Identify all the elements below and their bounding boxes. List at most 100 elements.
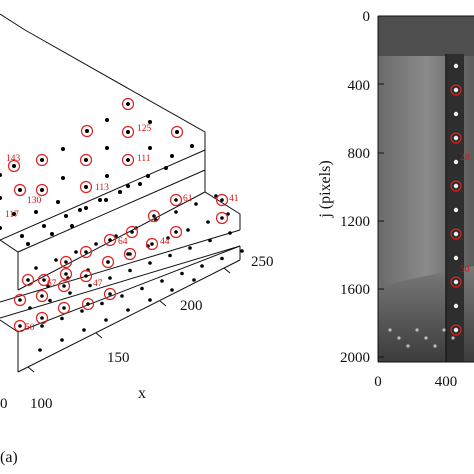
marked-point-dot-24 (84, 274, 88, 278)
dot-21 (126, 184, 130, 188)
dot-24 (0, 196, 2, 200)
dot-23 (164, 166, 168, 170)
marked-point-ring-14 (125, 225, 139, 239)
image-dot-ring-11 (450, 324, 462, 336)
image-dot-10 (453, 303, 459, 309)
panel-a-3d-plot: 100 150 200 250 0 x (a) 143 125 111 130 … (0, 10, 274, 466)
marked-point-ring-24 (79, 269, 93, 283)
marked-point-ring-21 (145, 237, 159, 251)
y-tick-label-2000: 2000 (340, 350, 370, 366)
image-white-strip (446, 54, 464, 362)
dot-9 (105, 146, 109, 150)
dot-15 (0, 173, 2, 177)
marked-point-ring-34 (37, 273, 51, 287)
marked-point-ring-15 (103, 233, 117, 247)
dot-89 (170, 288, 174, 292)
marked-point-dot-3 (175, 130, 179, 134)
dot-47 (94, 242, 98, 246)
dot-61 (28, 306, 32, 310)
dot-35 (64, 214, 68, 218)
marked-point-ring-7 (7, 159, 21, 173)
marked-point-dot-15 (108, 238, 112, 242)
marked-point-dot-16 (84, 250, 88, 254)
dot-86 (104, 318, 108, 322)
point-label-130: 130 (27, 196, 42, 206)
marked-point-ring-0 (121, 97, 135, 111)
dot-4 (148, 120, 152, 124)
marked-point-ring-2 (121, 125, 135, 139)
point-label-67: 67 (47, 279, 57, 289)
dot-67 (88, 283, 92, 288)
dot-72 (140, 286, 144, 291)
point-label-125: 125 (137, 124, 152, 134)
marked-point-ring-1 (80, 124, 94, 138)
lower-block-front (0, 319, 19, 333)
image-dot-6 (453, 207, 459, 213)
dot-62 (40, 324, 44, 328)
image-speckle-5 (433, 344, 437, 348)
x-tick-200 (159, 300, 167, 307)
image-speckle-0 (388, 328, 392, 332)
dot-18 (61, 176, 65, 180)
dot-38 (26, 242, 30, 246)
dot-43 (54, 258, 58, 262)
dot-76 (180, 271, 184, 276)
marked-point-ring-12 (215, 193, 229, 207)
dot-7 (61, 147, 65, 151)
point-label-61: 61 (183, 194, 193, 204)
y-axis-ticks (378, 15, 384, 358)
marked-point-ring-10 (79, 180, 93, 194)
dot-26 (34, 210, 38, 214)
marked-points (7, 97, 229, 333)
image-dot-4 (453, 159, 459, 165)
marked-point-dot-5 (84, 158, 88, 162)
image-dot-ring-7 (450, 228, 462, 240)
dot-37 (104, 198, 108, 202)
lower-block-top (0, 245, 241, 319)
point-label-143: 143 (6, 154, 21, 164)
marked-point-ring-26 (35, 289, 49, 303)
image-dot-9 (453, 279, 459, 285)
marked-point-dot-10 (84, 185, 88, 189)
y-tick-label-0: 0 (363, 9, 371, 25)
dot-30 (118, 190, 122, 194)
dot-69 (108, 276, 112, 280)
dot-87 (126, 308, 130, 312)
upper-block-front-face (0, 150, 206, 253)
marked-point-dot-14 (130, 230, 134, 234)
dot-77 (188, 246, 192, 250)
marked-point-dot-1 (85, 129, 89, 133)
marked-point-dot-12 (220, 198, 224, 202)
dot-31 (138, 182, 142, 186)
x-axis-line (17, 259, 241, 373)
dot-29 (98, 198, 102, 202)
dot-75 (168, 253, 172, 258)
marked-point-dot-19 (220, 216, 224, 220)
point-label-47: 47 (93, 279, 103, 289)
marked-point-dot-4 (40, 158, 44, 162)
image-dot-5 (453, 183, 459, 189)
dot-12 (170, 154, 174, 158)
marked-point-dot-20 (174, 230, 178, 234)
point-label-44: 44 (160, 237, 170, 247)
y-tick-label-400: 400 (348, 78, 371, 94)
marked-point-ring-4 (35, 153, 49, 167)
x-tick-150 (95, 332, 103, 339)
dot-40 (70, 224, 74, 228)
marked-point-dot-26 (40, 294, 44, 298)
marked-point-ring-9 (35, 183, 49, 197)
image-dot-7 (453, 231, 459, 237)
marked-point-ring-5 (79, 153, 93, 167)
marked-point-ring-33 (59, 267, 73, 281)
image-speckle-4 (424, 336, 428, 340)
dot-56 (186, 228, 190, 232)
image-target-dots (388, 63, 462, 348)
image-dot-ring-3 (450, 132, 462, 144)
marked-point-ring-18 (21, 273, 35, 287)
marked-point-dot-21 (150, 242, 154, 246)
marked-point-ring-20 (169, 225, 183, 239)
marked-point-dot-31 (108, 292, 112, 296)
dot-25 (12, 212, 16, 216)
dot-36 (84, 206, 88, 210)
